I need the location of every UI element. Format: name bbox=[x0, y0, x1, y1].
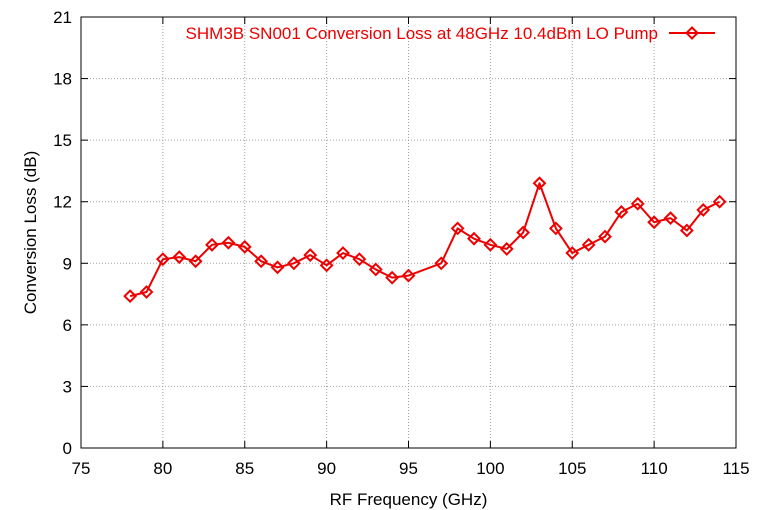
data-point bbox=[712, 194, 727, 209]
series-layer bbox=[123, 176, 727, 304]
data-point bbox=[172, 250, 187, 265]
data-point bbox=[483, 237, 498, 252]
data-point bbox=[548, 221, 563, 236]
data-point bbox=[237, 239, 252, 254]
series-line bbox=[129, 182, 721, 298]
y-tick-label: 15 bbox=[53, 131, 72, 150]
data-point bbox=[123, 289, 138, 304]
x-tick-label: 85 bbox=[235, 459, 254, 478]
series-group bbox=[123, 176, 727, 304]
x-tick-label: 105 bbox=[558, 459, 586, 478]
y-tick-label: 9 bbox=[63, 254, 72, 273]
x-tick-label: 75 bbox=[72, 459, 91, 478]
y-axis-label: Conversion Loss (dB) bbox=[21, 151, 40, 314]
data-point bbox=[663, 211, 678, 226]
data-point bbox=[368, 262, 383, 277]
data-point bbox=[499, 242, 514, 256]
data-point bbox=[254, 254, 269, 269]
data-point bbox=[319, 258, 334, 273]
y-tick-label: 18 bbox=[53, 70, 72, 89]
data-point bbox=[450, 221, 465, 236]
x-tick-label: 115 bbox=[722, 459, 749, 478]
data-point bbox=[385, 270, 400, 285]
x-tick-label: 110 bbox=[641, 459, 668, 478]
data-point bbox=[679, 223, 694, 238]
data-point bbox=[532, 176, 547, 191]
data-point bbox=[630, 196, 645, 211]
axis-ticks: 75 80 85 90 95 100 105 110 115 0 3 6 9 12 15 18 21 bbox=[53, 8, 749, 478]
data-point bbox=[565, 246, 580, 260]
data-point bbox=[286, 256, 301, 271]
data-point bbox=[516, 225, 531, 240]
data-point bbox=[155, 252, 170, 267]
data-point bbox=[303, 248, 318, 262]
data-point bbox=[467, 231, 481, 246]
data-point bbox=[205, 237, 219, 252]
data-point bbox=[401, 268, 416, 283]
data-point bbox=[614, 205, 629, 219]
x-tick-label: 100 bbox=[476, 459, 504, 478]
y-tick-label: 3 bbox=[63, 377, 72, 396]
x-tick-label: 90 bbox=[317, 459, 336, 478]
x-tick-label: 80 bbox=[153, 459, 172, 478]
data-point bbox=[336, 246, 350, 260]
data-point bbox=[647, 215, 662, 230]
grid-lines bbox=[81, 17, 736, 448]
x-axis-label: RF Frequency (GHz) bbox=[330, 490, 488, 509]
data-point bbox=[188, 254, 203, 269]
data-point bbox=[352, 252, 367, 267]
data-point bbox=[434, 256, 449, 271]
data-point bbox=[598, 229, 612, 244]
legend-label: SHM3B SN001 Conversion Loss at 48GHz 10.… bbox=[186, 24, 658, 43]
y-tick-label: 21 bbox=[53, 8, 72, 27]
data-point bbox=[270, 260, 285, 275]
y-tick-label: 12 bbox=[53, 193, 72, 212]
y-tick-label: 6 bbox=[63, 316, 72, 335]
data-point bbox=[696, 203, 711, 217]
legend-marker bbox=[685, 26, 699, 40]
legend: SHM3B SN001 Conversion Loss at 48GHz 10.… bbox=[186, 24, 715, 43]
x-tick-label: 95 bbox=[399, 459, 418, 478]
data-point bbox=[221, 235, 236, 250]
y-tick-label: 0 bbox=[63, 439, 72, 458]
data-point bbox=[581, 237, 596, 252]
data-point bbox=[139, 285, 154, 299]
